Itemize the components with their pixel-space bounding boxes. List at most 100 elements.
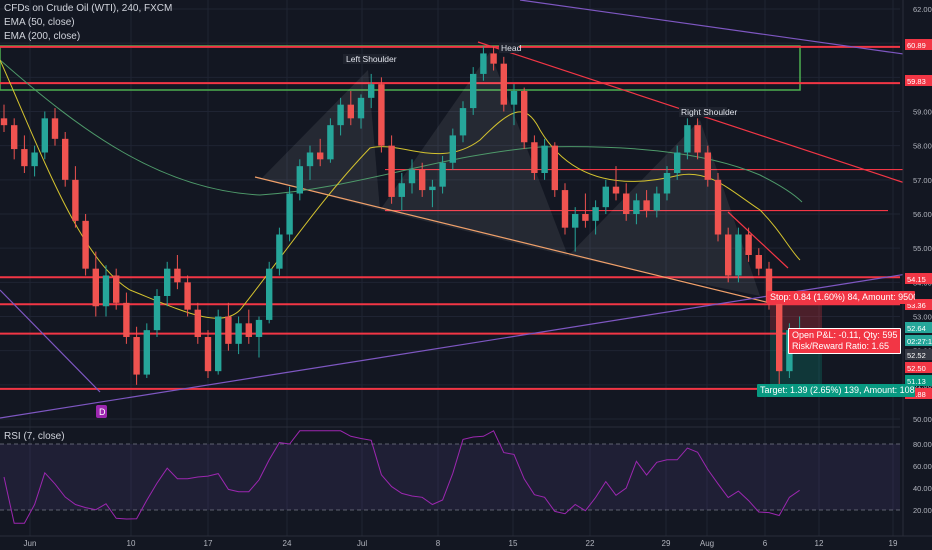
candle-body [164, 268, 171, 296]
candle-body [266, 268, 273, 320]
candle-body [663, 173, 671, 194]
candle-body [765, 268, 773, 303]
price-tag-bg [905, 39, 932, 50]
left-shoulder-label: Left Shoulder [346, 54, 397, 64]
candle-body [41, 118, 48, 153]
candle-body [317, 152, 324, 160]
rsi-tick-label: 80.00 [913, 440, 932, 449]
price-tag-label: 52.64 [907, 324, 926, 333]
rsi-axis[interactable]: 80.00 60.00 40.00 20.00 [913, 440, 932, 515]
candle-body [704, 152, 711, 180]
candle-body [521, 91, 528, 143]
candle-body [388, 145, 395, 197]
candle-body [776, 302, 783, 372]
price-tick-label: 62.00 [913, 5, 932, 14]
price-tag-bg [905, 322, 932, 333]
rsi-line [3, 430, 800, 524]
candle-body [133, 337, 140, 375]
time-tick-label: Jul [357, 539, 367, 548]
candle-body [541, 145, 548, 173]
price-tag-bg [905, 273, 932, 284]
candle-body [490, 53, 497, 64]
candle-body [643, 200, 650, 211]
candle-body [684, 125, 691, 153]
ema200-legend[interactable]: EMA (200, close) [4, 31, 81, 42]
pattern-labels: Left Shoulder Head Right Shoulder [343, 43, 737, 117]
price-tag-bg [905, 349, 932, 360]
price-tick-label: 57.00 [913, 176, 932, 185]
candle-body [725, 234, 732, 276]
candle-body [735, 234, 742, 276]
candle-body [419, 169, 426, 191]
candle-body [368, 84, 375, 98]
symbol-title[interactable]: CFDs on Crude Oil (WTI), 240, FXCM [4, 3, 173, 14]
candle-body [694, 125, 701, 153]
candle-body [174, 268, 181, 283]
time-tick-label: 12 [815, 539, 824, 548]
price-tag-label: 02:27:1 [907, 337, 932, 346]
ema50-line [0, 59, 801, 319]
candle-body [82, 220, 89, 269]
dividend-marker[interactable] [96, 405, 107, 418]
candle-body [123, 302, 130, 337]
price-tag-label: 51.13 [907, 377, 926, 386]
rsi-legend[interactable]: RSI (7, close) [4, 431, 65, 442]
price-axis[interactable]: 62.0061.0060.0059.0058.0057.0056.0055.00… [902, 0, 932, 536]
price-tag-bg [905, 388, 932, 399]
candle-body [296, 166, 303, 194]
price-tag-label: 52.50 [907, 364, 926, 373]
rsi-band [0, 444, 900, 510]
time-tick-label: 24 [283, 539, 292, 548]
price-candles [0, 46, 803, 392]
price-tick-label: 59.00 [913, 108, 932, 117]
stop-label[interactable]: Stop: 0.84 (1.60%) 84, Amount: 9500. [767, 291, 915, 304]
dividend-marker-label: D [99, 407, 106, 417]
rsi-tick-label: 60.00 [913, 462, 932, 471]
price-tag-label: 59.83 [907, 77, 926, 86]
candle-body [31, 152, 38, 167]
candle-body [480, 53, 487, 74]
candle-body [378, 84, 385, 146]
time-tick-label: 17 [204, 539, 213, 548]
candle-body [470, 73, 477, 109]
red-short-trend-line [727, 211, 789, 269]
target-label[interactable]: Target: 1.39 (2.65%) 139, Amount: 1082 [757, 384, 915, 397]
candle-body [235, 323, 242, 344]
time-axis[interactable]: Jun 10 17 24 Jul 8 15 22 29 Aug 6 12 19 [0, 535, 932, 548]
candle-body [286, 193, 293, 235]
price-tick-label: 53.00 [913, 313, 932, 322]
candle-body [398, 183, 405, 197]
candle-body [623, 193, 630, 214]
price-tag-bg [905, 299, 932, 310]
candle-body [337, 104, 344, 126]
candle-body [72, 179, 79, 221]
price-tag-label: 52.52 [907, 351, 926, 360]
candle-body [255, 319, 263, 337]
ema50-legend[interactable]: EMA (50, close) [4, 17, 75, 28]
candle-body [714, 179, 722, 235]
rsi-pane [0, 426, 900, 524]
time-tick-label: Aug [700, 539, 714, 548]
candle-body [531, 142, 538, 173]
price-labels: 60.89 59.83 54.15 53.36 52.64 02:27:1 52.52 52.… [905, 39, 932, 399]
price-tag-label: 60.89 [907, 41, 926, 50]
open-pnl-label[interactable]: Open P&L: -0.11, Qty: 595 Risk/Reward Ra… [788, 328, 902, 354]
neckline [254, 176, 771, 304]
candle-body [276, 234, 283, 269]
candle-body [184, 282, 191, 310]
candle-body [102, 275, 110, 307]
candle-body [592, 207, 599, 221]
candle-body [582, 214, 589, 221]
price-tag-label: 54.15 [907, 275, 926, 284]
rsi-tick-label: 40.00 [913, 484, 932, 493]
time-tick-label: 19 [889, 539, 898, 548]
purple-diagonal-line [0, 289, 101, 393]
candle-body [62, 138, 69, 180]
candle-body [347, 104, 354, 119]
candle-body [225, 316, 232, 344]
candle-body [633, 200, 640, 214]
price-tick-label: 56.00 [913, 210, 932, 219]
candle-body [653, 193, 660, 211]
candle-body [204, 337, 212, 372]
